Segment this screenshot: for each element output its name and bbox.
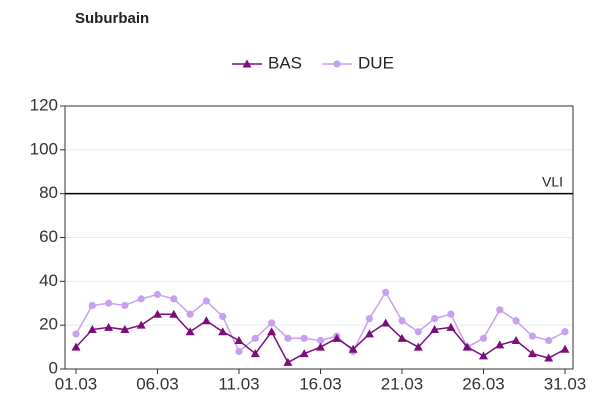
data-point <box>397 333 407 342</box>
y-tick-label: 40 <box>39 271 58 290</box>
data-point <box>267 327 277 336</box>
y-tick-label: 120 <box>30 95 58 114</box>
data-point <box>316 342 325 351</box>
data-point <box>153 309 162 318</box>
y-tick-label: 100 <box>30 139 58 158</box>
data-point <box>88 301 96 310</box>
data-point <box>120 325 130 334</box>
data-point <box>496 306 504 314</box>
data-point <box>284 334 292 342</box>
data-point <box>235 347 243 356</box>
data-point <box>234 336 244 345</box>
data-point <box>348 344 358 353</box>
x-tick-label: 11.03 <box>218 374 259 393</box>
legend-label: BAS <box>268 53 302 72</box>
data-point <box>398 317 406 325</box>
data-point <box>186 310 194 318</box>
x-tick-label: 01.03 <box>55 374 98 393</box>
data-point <box>104 322 114 331</box>
data-point <box>72 330 80 338</box>
data-point <box>169 309 179 318</box>
reference-label: VLI <box>542 173 563 189</box>
data-point <box>250 349 260 358</box>
data-point <box>251 334 259 342</box>
data-point <box>218 327 228 336</box>
data-point <box>316 336 325 345</box>
data-point <box>71 342 81 351</box>
data-point <box>511 336 521 345</box>
x-tick-label: 31.03 <box>544 374 587 393</box>
data-point <box>414 328 422 336</box>
data-point <box>462 342 472 351</box>
data-point <box>136 320 146 329</box>
data-point <box>447 310 455 318</box>
data-point <box>528 332 537 340</box>
data-point <box>382 288 390 296</box>
data-point <box>364 329 374 338</box>
plot-frame <box>64 105 574 370</box>
data-point <box>479 351 488 360</box>
data-point <box>413 342 423 351</box>
data-point <box>545 336 553 345</box>
data-point <box>365 314 373 323</box>
data-point <box>87 325 97 334</box>
chart-title: Suburbain <box>75 10 149 27</box>
data-point <box>495 340 505 349</box>
y-tick-label: 20 <box>39 315 58 334</box>
data-point <box>201 316 211 325</box>
data-point <box>479 334 488 342</box>
y-tick-label: 0 <box>49 358 58 377</box>
data-point <box>560 344 570 353</box>
data-point <box>430 325 440 334</box>
data-point <box>105 299 113 307</box>
x-tick-label: 06.03 <box>136 374 179 393</box>
data-point <box>381 318 391 327</box>
data-point <box>300 334 308 342</box>
legend-marker <box>333 60 341 68</box>
data-point <box>446 322 456 331</box>
data-point <box>202 297 210 305</box>
x-tick-label: 21.03 <box>381 374 424 393</box>
data-point <box>299 349 309 358</box>
data-point <box>185 327 195 336</box>
data-point <box>121 301 129 310</box>
legend-label: DUE <box>358 53 394 72</box>
data-point <box>219 312 227 320</box>
data-point <box>561 328 569 336</box>
data-point <box>431 314 439 323</box>
y-tick-label: 60 <box>39 227 58 246</box>
legend-marker <box>242 59 252 68</box>
x-tick-label: 26.03 <box>462 374 505 393</box>
data-point <box>137 295 145 303</box>
data-point <box>332 333 342 342</box>
data-point <box>512 317 520 325</box>
data-point <box>544 353 554 362</box>
data-point <box>268 319 276 327</box>
y-tick-label: 80 <box>39 183 58 202</box>
data-point <box>153 290 162 299</box>
data-point <box>527 349 537 358</box>
data-point <box>283 357 293 366</box>
x-tick-label: 16.03 <box>299 374 342 393</box>
data-point <box>170 295 178 303</box>
